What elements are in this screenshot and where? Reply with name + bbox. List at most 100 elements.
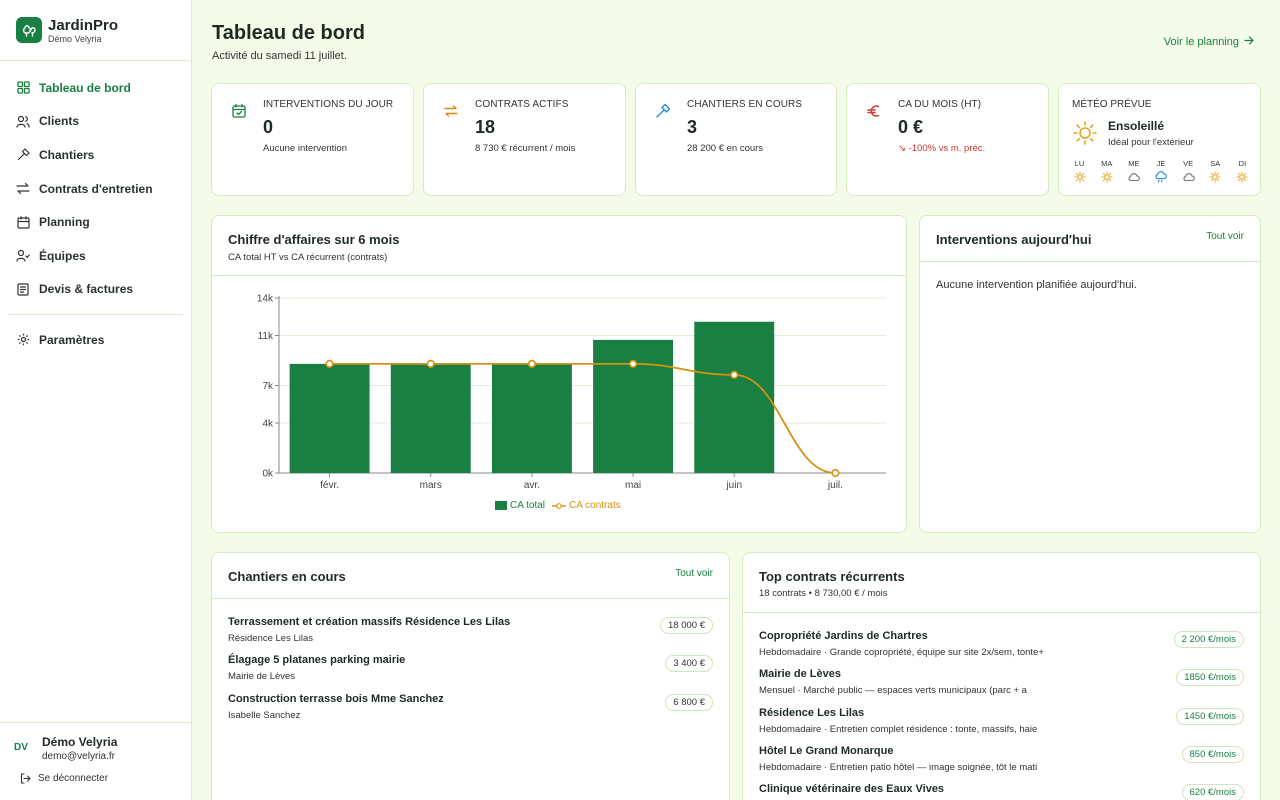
- y-tick-label: 0k: [262, 469, 274, 480]
- page-title: Tableau de bord: [212, 22, 365, 44]
- logout-button[interactable]: Se déconnecter: [20, 773, 108, 784]
- y-tick-label: 7k: [262, 381, 274, 392]
- sidebar-item-contrats[interactable]: Contrats d'entretien: [0, 172, 191, 206]
- amount-badge: 6 800 €: [665, 694, 713, 711]
- list-item[interactable]: Terrassement et création massifs Résiden…: [228, 616, 713, 654]
- stat-sub: ↘ -100% vs m. préc.: [898, 143, 985, 154]
- sidebar-divider: [8, 314, 183, 316]
- forecast-day-label: LU: [1074, 159, 1085, 168]
- grid-icon: [16, 81, 30, 95]
- forecast-day: MA: [1093, 159, 1120, 183]
- sidebar-item-label: Tableau de bord: [39, 80, 131, 95]
- legend-swatch: [495, 501, 507, 510]
- sidebar-item-parametres[interactable]: Paramètres: [0, 323, 191, 357]
- meteo-label: Météo prévue: [1072, 99, 1152, 110]
- list-item[interactable]: Mairie de Lèves Mensuel · Marché public …: [759, 668, 1244, 706]
- view-planning-link[interactable]: Voir le planning: [1164, 36, 1254, 48]
- contracts-panel: Top contrats récurrents 18 contrats • 8 …: [742, 552, 1261, 800]
- sidebar-item-clients[interactable]: Clients: [0, 105, 191, 139]
- logout-label: Se déconnecter: [38, 773, 109, 784]
- sidebar-item-equipes[interactable]: Équipes: [0, 239, 191, 273]
- list-item[interactable]: Copropriété Jardins de Chartres Hebdomad…: [759, 630, 1244, 668]
- forecast-day-label: ME: [1128, 159, 1140, 168]
- y-tick-label: 4k: [262, 419, 274, 430]
- page-subtitle: Activité du samedi 11 juillet.: [212, 50, 347, 62]
- sun-icon: [1072, 120, 1098, 151]
- forecast-day: VE: [1175, 159, 1202, 183]
- panel-divider: [743, 612, 1260, 613]
- repeat-icon: [16, 182, 30, 196]
- user-panel: DV Démo Velyria demo@velyria.fr Se décon…: [0, 722, 191, 800]
- chantier-title: Terrassement et création massifs Résiden…: [228, 616, 511, 628]
- repeat-icon: [443, 103, 459, 119]
- sidebar-item-planning[interactable]: Planning: [0, 205, 191, 239]
- stat-value: 0: [263, 117, 274, 137]
- panel-title: Top contrats récurrents: [759, 569, 905, 584]
- revenue-panel: Chiffre d'affaires sur 6 mois CA total H…: [211, 215, 907, 533]
- chantier-client: Résidence Les Lilas: [228, 633, 314, 644]
- stat-label: Contrats actifs: [475, 99, 569, 110]
- chart-point: [527, 359, 537, 368]
- sun-icon: [1101, 171, 1113, 183]
- user-email: demo@velyria.fr: [42, 751, 115, 762]
- team-icon: [16, 249, 30, 263]
- stat-value: 0 €: [898, 117, 924, 137]
- sidebar-item-chantiers[interactable]: Chantiers: [0, 138, 191, 172]
- panel-subtitle: 18 contrats • 8 730,00 € / mois: [759, 588, 888, 599]
- cloud-icon: [1183, 173, 1195, 182]
- list-item[interactable]: Élagage 5 platanes parking mairie Mairie…: [228, 654, 713, 692]
- chantier-client: Mairie de Lèves: [228, 671, 296, 682]
- app-name: JardinPro: [48, 16, 119, 34]
- sidebar-item-label: Devis & factures: [39, 282, 134, 297]
- interventions-panel: Interventions aujourd'hui Tout voir Aucu…: [919, 215, 1261, 533]
- forecast-day: LU: [1066, 159, 1093, 183]
- amount-badge: 620 €/mois: [1181, 784, 1244, 800]
- chart-point: [831, 468, 840, 478]
- sidebar-item-devis[interactable]: Devis & factures: [0, 273, 191, 307]
- chantier-title: Élagage 5 platanes parking mairie: [228, 654, 406, 666]
- see-all-chantiers-link[interactable]: Tout voir: [675, 568, 713, 579]
- amount-badge: 18 000 €: [660, 617, 713, 634]
- amount-badge: 3 400 €: [665, 655, 713, 672]
- forecast-day-label: VE: [1183, 159, 1194, 168]
- stat-label: CA du mois (HT): [898, 99, 982, 110]
- empty-state-text: Aucune intervention planifiée aujourd'hu…: [936, 279, 1137, 291]
- chantier-client: Isabelle Sanchez: [228, 710, 301, 721]
- chart-bar: [289, 363, 370, 473]
- chart-point: [730, 370, 739, 379]
- sidebar-item-label: Équipes: [39, 248, 86, 263]
- contract-title: Copropriété Jardins de Chartres: [759, 630, 928, 642]
- arrow-right-icon: [1244, 36, 1254, 48]
- stat-card-chantiers: Chantiers en cours 3 28 200 € en cours: [635, 83, 837, 196]
- chantier-title: Construction terrasse bois Mme Sanchez: [228, 693, 444, 705]
- forecast-day-label: DI: [1238, 159, 1247, 168]
- sun-icon: [1236, 171, 1248, 183]
- calendar-icon: [16, 215, 30, 229]
- sidebar-item-dashboard[interactable]: Tableau de bord: [0, 71, 191, 105]
- revenue-chart: 0k 4k 7k 11k 14k févr. mars avr. mai juin juil.: [257, 294, 886, 491]
- see-all-interventions-link[interactable]: Tout voir: [1206, 231, 1244, 242]
- list-item[interactable]: Résidence Les Lilas Hebdomadaire · Entre…: [759, 707, 1244, 745]
- list-item[interactable]: Construction terrasse bois Mme Sanchez I…: [228, 693, 713, 731]
- list-item[interactable]: Clinique vétérinaire des Eaux Vives 620 …: [759, 783, 1244, 800]
- user-name: Démo Velyria: [42, 735, 118, 749]
- amount-badge: 1850 €/mois: [1176, 669, 1244, 686]
- brand: JardinPro Démo Velyria: [0, 0, 191, 61]
- contract-desc: Hebdomadaire · Entretien complet résiden…: [759, 724, 1038, 735]
- chart-line-ca-contrats: [329, 362, 836, 474]
- list-item[interactable]: Hôtel Le Grand Monarque Hebdomadaire · E…: [759, 745, 1244, 783]
- cloud-icon: [1128, 173, 1141, 182]
- view-planning-label: Voir le planning: [1163, 36, 1239, 48]
- panel-title: Interventions aujourd'hui: [936, 232, 1092, 247]
- forecast-day: DI: [1229, 159, 1256, 183]
- sidebar-item-label: Contrats d'entretien: [39, 181, 153, 196]
- stat-sub-text: -100% vs m. préc.: [908, 143, 986, 154]
- calendar-check-icon: [231, 103, 247, 119]
- meteo-forecast: LU MA ME JE VE SA DI: [1066, 159, 1256, 183]
- legend-item: CA total: [495, 500, 545, 511]
- users-icon: [16, 114, 30, 128]
- chart-legend: CA total CA contrats: [495, 500, 628, 511]
- amount-badge: 850 €/mois: [1181, 746, 1244, 763]
- legend-label: CA contrats: [569, 500, 621, 511]
- forecast-day: JE: [1147, 159, 1174, 183]
